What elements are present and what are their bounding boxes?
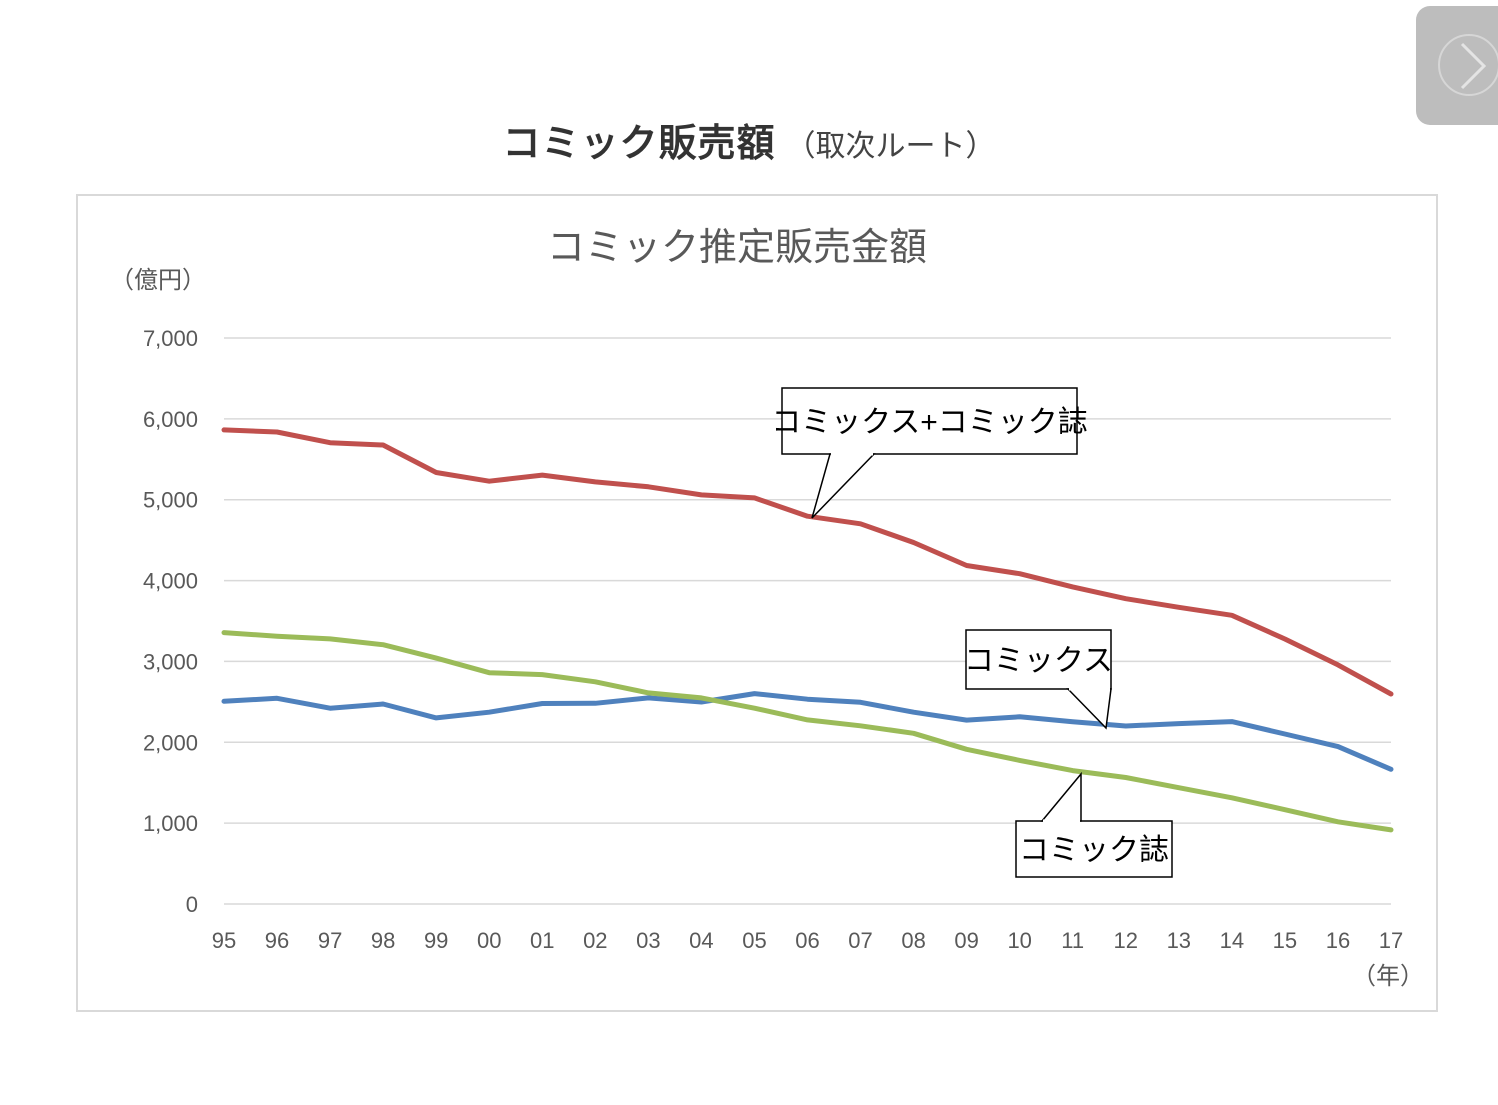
x-tick-label: 03 [636, 928, 660, 953]
x-tick-label: 08 [901, 928, 925, 953]
x-tick-label: 05 [742, 928, 766, 953]
x-tick-label: 11 [1061, 928, 1084, 953]
x-tick-label: 10 [1007, 928, 1031, 953]
x-tick-label: 95 [212, 928, 236, 953]
page-heading: コミック販売額 （取次ルート） [0, 112, 1498, 167]
page-title-subtitle: （取次ルート） [785, 129, 996, 164]
x-tick-label: 00 [477, 928, 501, 953]
y-tick-label: 0 [186, 892, 198, 917]
chart-title: コミック推定販売金額 [547, 227, 927, 269]
x-tick-label: 01 [530, 928, 554, 953]
x-tick-label: 02 [583, 928, 607, 953]
y-axis-ticks: 0 1,000 2,000 3,000 4,000 5,000 6,000 7,000 [143, 326, 198, 917]
series-line [221, 630, 1394, 833]
x-tick-label: 97 [318, 928, 342, 953]
x-tick-label: 96 [265, 928, 289, 953]
x-tick-label: 17 [1379, 928, 1403, 953]
chart-container: コミック推定販売金額 （億円） （年） 0 1,000 2,000 3,000 4,00… [76, 194, 1438, 1012]
callout-box [1015, 820, 1173, 878]
callout-pointer [1040, 771, 1082, 822]
y-tick-label: 6,000 [143, 407, 198, 432]
y-tick-label: 1,000 [143, 811, 198, 836]
y-tick-label: 7,000 [143, 326, 198, 351]
callout-box [781, 387, 1078, 455]
x-tick-label: 99 [424, 928, 448, 953]
x-tick-label: 14 [1220, 928, 1244, 953]
callout-label: コミックス+コミック誌 [771, 406, 1088, 439]
x-tick-label: 98 [371, 928, 395, 953]
y-tick-label: 4,000 [143, 569, 198, 594]
chevron-right-icon [1460, 42, 1487, 90]
series-line [221, 691, 1394, 772]
callout-pointer [811, 453, 876, 519]
x-tick-label: 12 [1114, 928, 1138, 953]
line-chart: コミック推定販売金額 （億円） （年） 0 1,000 2,000 3,000 4,00… [110, 227, 1424, 990]
grid-lines [224, 337, 1391, 905]
y-axis-label: （億円） [110, 267, 206, 294]
callout-label: コミックス [964, 645, 1113, 678]
x-axis-label: （年） [1352, 963, 1424, 990]
series-lines [221, 427, 1394, 833]
x-tick-label: 15 [1273, 928, 1297, 953]
x-axis-ticks: 95 96 97 98 99 00 01 02 03 04 05 06 07 08 09 10 11 12 13 14… [212, 928, 1403, 953]
page-title: コミック販売額 [502, 121, 776, 165]
x-tick-label: 06 [795, 928, 819, 953]
y-tick-label: 2,000 [143, 730, 198, 755]
callout-label: コミック誌 [1019, 834, 1169, 867]
series-line [221, 427, 1394, 697]
y-tick-label: 5,000 [143, 488, 198, 513]
next-button[interactable] [1416, 6, 1498, 125]
x-tick-label: 13 [1167, 928, 1191, 953]
x-tick-label: 07 [848, 928, 872, 953]
next-button-ring [1438, 34, 1498, 96]
x-tick-label: 04 [689, 928, 713, 953]
x-tick-label: 09 [954, 928, 978, 953]
x-tick-label: 16 [1326, 928, 1350, 953]
y-tick-label: 3,000 [143, 649, 198, 674]
